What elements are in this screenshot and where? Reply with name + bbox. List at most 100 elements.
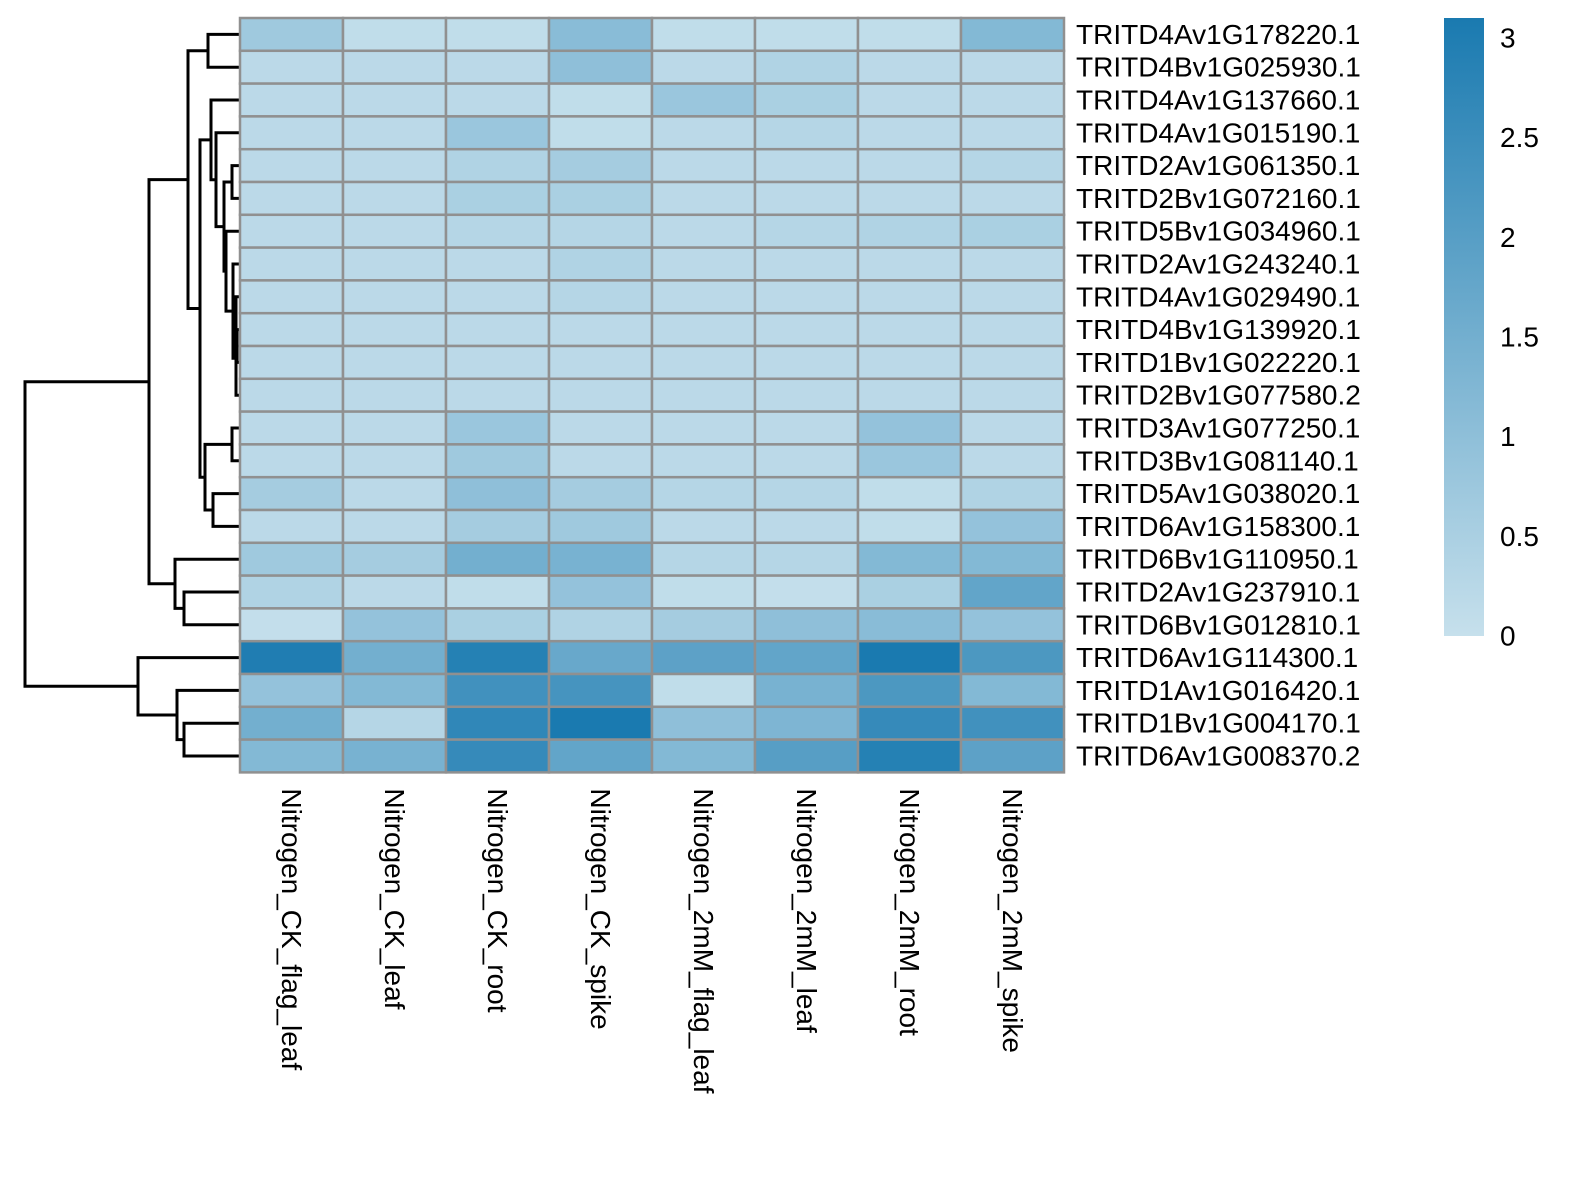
heatmap-cell [959,607,1066,643]
heatmap-cell [341,49,448,85]
heatmap-cell [444,508,551,545]
dendrogram-branch [211,492,240,528]
row-dendrogram [23,32,240,758]
heatmap-cell [341,541,448,577]
heatmap-cell [341,672,448,709]
row-label: TRITD3Bv1G081140.1 [1076,445,1359,476]
heatmap-cell [444,311,551,348]
heatmap-cell [959,246,1066,282]
heatmap-cell [650,541,757,577]
heatmap-cell [341,16,448,53]
heatmap-cell [547,508,654,545]
heatmap-cell [753,147,860,184]
legend-tick-label: 3 [1500,22,1516,53]
heatmap-cell [238,279,345,315]
heatmap-cell [856,574,963,610]
heatmap-cell [444,607,551,643]
heatmap-cell [959,49,1066,85]
heatmap-cell [650,705,757,741]
heatmap-cell [547,377,654,413]
legend-tick-label: 0.5 [1500,521,1539,552]
row-label: TRITD2Av1G061350.1 [1076,150,1360,181]
dendrogram-branch [214,131,240,229]
heatmap-cell [753,311,860,348]
heatmap-cell [650,82,757,118]
heatmap-cell [238,607,345,643]
column-label: Nitrogen_2mM_flag_leaf [688,788,719,1093]
heatmap-cell [856,705,963,741]
heatmap-cell [547,344,654,381]
row-label: TRITD4Av1G015190.1 [1076,117,1360,148]
heatmap-cell [238,180,345,217]
heatmap-cell [650,246,757,282]
heatmap-cell [341,246,448,282]
heatmap-cell [547,410,654,446]
heatmap-cell [959,574,1066,610]
row-label: TRITD1Av1G016420.1 [1076,675,1360,706]
heatmap-cell [547,213,654,249]
heatmap-cell [959,115,1066,151]
heatmap-cell [341,639,448,676]
heatmap-cell [753,344,860,381]
heatmap-cell [753,508,860,545]
heatmap-cell [959,344,1066,381]
row-label: TRITD1Bv1G022220.1 [1076,347,1361,378]
heatmap-cell [547,279,654,315]
heatmap-cell [650,180,757,217]
heatmap-cell [959,82,1066,118]
column-label: Nitrogen_CK_leaf [379,788,410,1009]
legend-tick-label: 1 [1500,421,1516,452]
heatmap-cell [444,344,551,381]
heatmap-cell [753,377,860,413]
heatmap-cell [341,344,448,381]
heatmap-cell [238,147,345,184]
heatmap-cell [444,672,551,709]
row-label: TRITD5Bv1G034960.1 [1076,216,1361,247]
heatmap-cell [547,574,654,610]
row-label: TRITD4Av1G178220.1 [1076,19,1360,50]
heatmap-cell [444,705,551,741]
heatmap-cell [856,738,963,774]
heatmap-cell [856,508,963,545]
heatmap-cell [650,147,757,184]
heatmap-cell [856,672,963,709]
heatmap-cell [341,738,448,774]
heatmap-cell [547,738,654,774]
heatmap-cell [959,410,1066,446]
dendrogram-branch [147,178,188,586]
heatmap-cell [650,639,757,676]
heatmap-cell [959,180,1066,217]
heatmap-cell [444,541,551,577]
heatmap-cell [856,541,963,577]
heatmap-cell [753,475,860,512]
row-label: TRITD2Av1G243240.1 [1076,249,1360,280]
heatmap-cell [341,443,448,479]
heatmap-cell [959,639,1066,676]
heatmap-cell [547,475,654,512]
dendrogram-branch [186,49,208,311]
heatmap-cell [753,574,860,610]
row-label: TRITD6Bv1G110950.1 [1076,544,1359,575]
heatmap-cell [856,213,963,249]
dendrogram-branch [206,32,240,69]
heatmap-cells [238,16,1066,774]
heatmap-cell [238,311,345,348]
heatmap-cell [753,49,860,85]
heatmap-cell [341,574,448,610]
dendrogram-branch [175,688,240,742]
row-label: TRITD3Av1G077250.1 [1076,413,1360,444]
heatmap-cell [856,246,963,282]
heatmap-cell [547,49,654,85]
heatmap-cell [753,410,860,446]
heatmap-cell [547,246,654,282]
column-label: Nitrogen_CK_root [482,788,513,1012]
heatmap-cell [856,377,963,413]
heatmap-cell [341,115,448,151]
heatmap-cell [238,377,345,413]
heatmap-cell [959,279,1066,315]
heatmap-cell [753,705,860,741]
heatmap-cell [341,508,448,545]
row-label: TRITD4Av1G137660.1 [1076,85,1360,116]
heatmap-cell [444,180,551,217]
heatmap-cell [444,16,551,53]
